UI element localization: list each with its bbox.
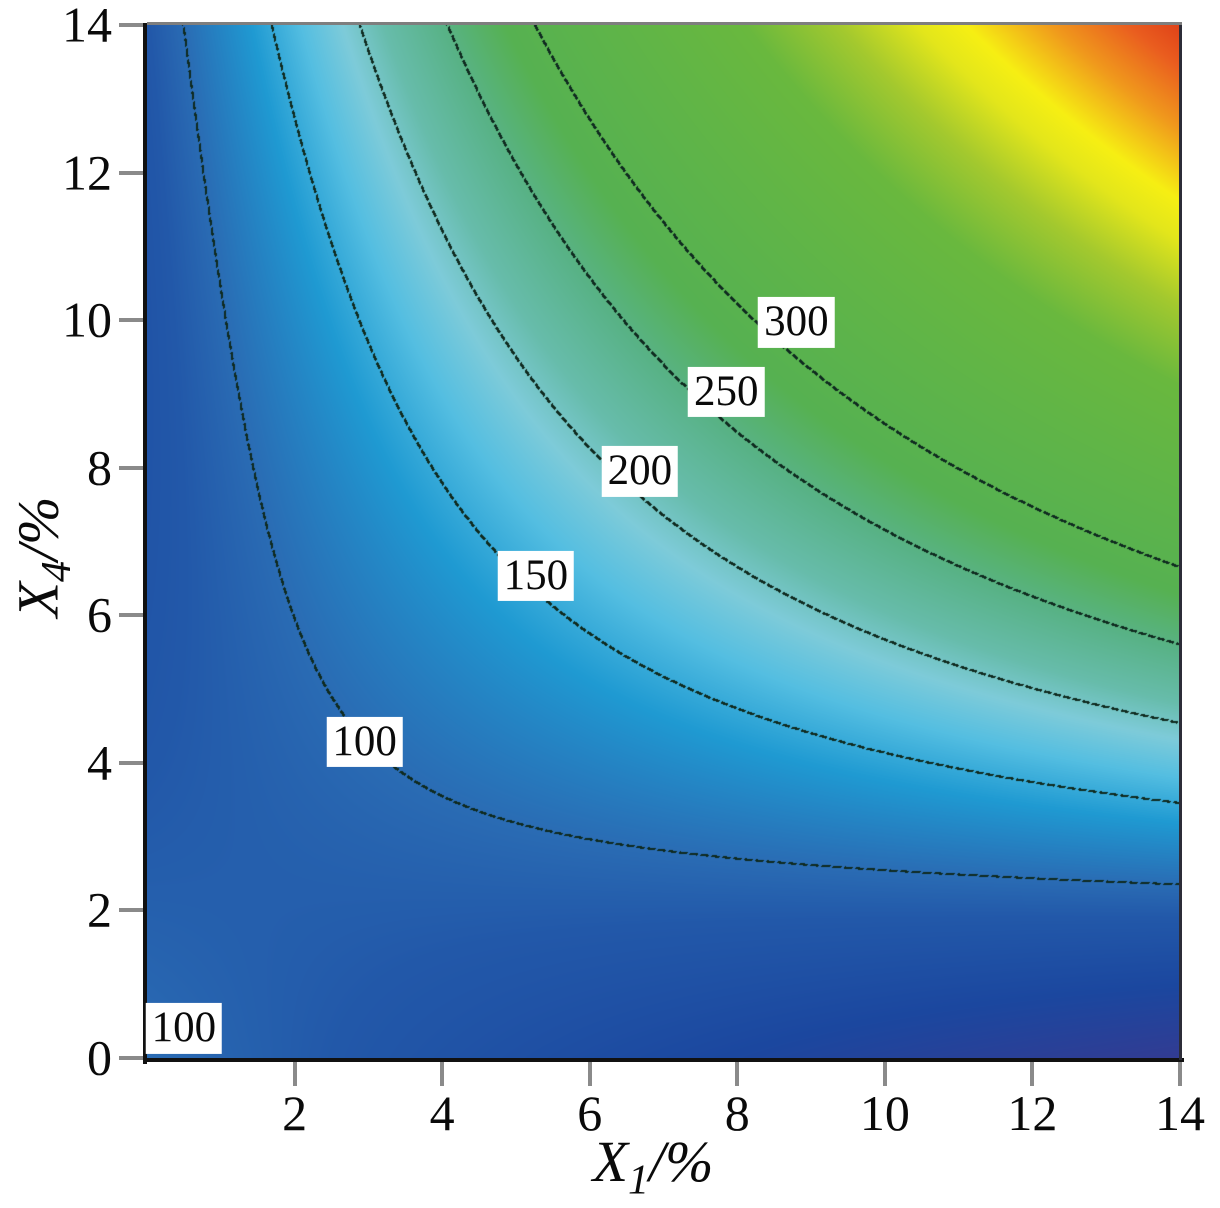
x-tick-6 (587, 1062, 592, 1086)
x-tick-label-6: 6 (577, 1085, 603, 1141)
y-tick-8 (119, 465, 143, 470)
right-spine (1179, 25, 1182, 1060)
contour-label-100-1: 100 (326, 717, 403, 768)
x-axis-title: X1/% (592, 1128, 714, 1202)
x-tick-label-4: 4 (429, 1085, 455, 1141)
y-tick-label-4: 4 (87, 734, 112, 791)
x-tick-10 (882, 1062, 887, 1086)
contour-label-250-4: 250 (687, 366, 765, 417)
x-tick-12 (1030, 1062, 1035, 1086)
x-axis-title-suffix: /% (649, 1129, 714, 1194)
x-tick-4 (440, 1062, 445, 1086)
y-tick-4 (119, 760, 143, 765)
y-tick-12 (119, 170, 143, 175)
top-spine (147, 22, 1182, 25)
y-tick-2 (119, 908, 143, 913)
x-tick-2 (292, 1062, 297, 1086)
contour-label-300-5: 300 (758, 297, 835, 348)
x-tick-label-10: 10 (859, 1085, 910, 1141)
y-tick-label-10: 10 (62, 291, 112, 348)
x-tick-label-14: 14 (1155, 1085, 1205, 1141)
y-tick-6 (119, 613, 143, 618)
x-tick-8 (735, 1062, 740, 1086)
contour-label-100-0: 100 (145, 1003, 223, 1054)
y-tick-label-12: 12 (62, 144, 112, 201)
y-tick-14 (119, 23, 143, 27)
y-axis-spine (143, 23, 147, 1064)
x-axis-title-base: X (592, 1129, 628, 1194)
contour-canvas (147, 25, 1180, 1058)
y-axis-title: X4/% (5, 496, 81, 618)
x-tick-label-2: 2 (282, 1085, 308, 1141)
y-tick-label-14: 14 (62, 0, 112, 53)
y-tick-label-0: 0 (87, 1029, 112, 1086)
y-axis-title-subscript: 4 (34, 561, 81, 582)
y-axis-title-base: X (5, 582, 71, 618)
y-tick-0 (119, 1056, 143, 1060)
x-axis-spine (143, 1058, 1184, 1062)
contour-label-200-3: 200 (601, 446, 679, 497)
x-tick-label-12: 12 (1007, 1085, 1058, 1141)
y-tick-label-8: 8 (87, 439, 112, 496)
y-tick-label-2: 2 (87, 881, 112, 938)
contour-label-150-2: 150 (497, 551, 575, 602)
x-tick-label-8: 8 (724, 1085, 750, 1141)
x-axis-title-subscript: 1 (628, 1157, 649, 1204)
y-axis-title-suffix: /% (5, 496, 71, 561)
y-tick-label-6: 6 (87, 586, 112, 643)
x-tick-14 (1178, 1062, 1182, 1086)
contour-plot: 100 100 150 200 250 300 (145, 25, 1180, 1058)
y-tick-10 (119, 318, 143, 323)
